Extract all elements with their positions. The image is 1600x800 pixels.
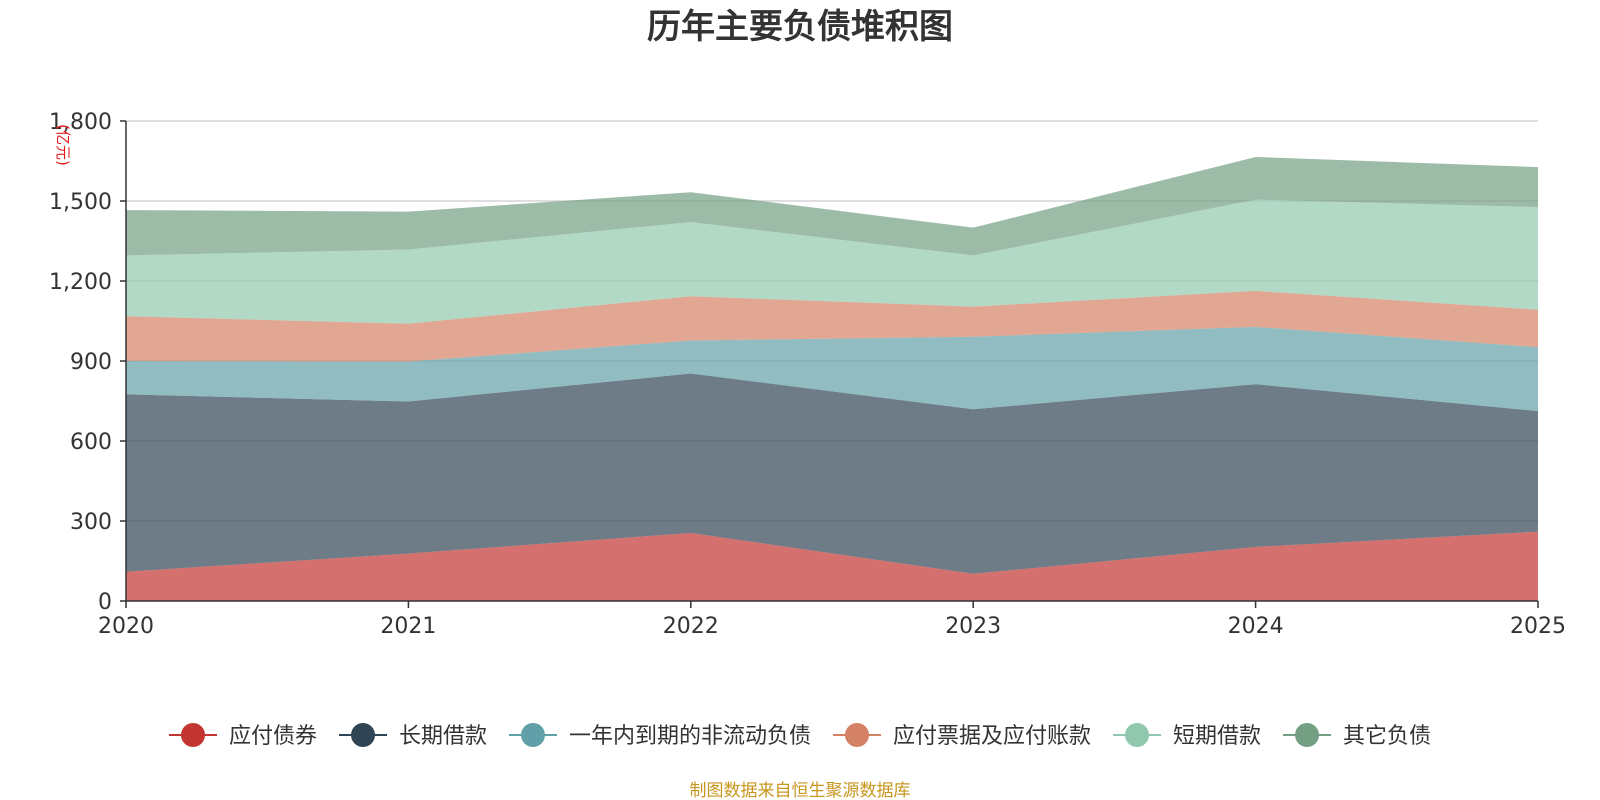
legend-item-1[interactable]: 应付债券: [169, 723, 317, 749]
area-series-2[interactable]: [126, 373, 1538, 574]
area-series-1[interactable]: [126, 531, 1538, 601]
x-tick-label: 2021: [380, 614, 436, 639]
chart-title: 历年主要负债堆积图: [647, 7, 953, 47]
legend-label: 一年内到期的非流动负债: [569, 724, 811, 749]
area-series-6[interactable]: [126, 157, 1538, 256]
area-series-4[interactable]: [126, 290, 1538, 362]
legend-item-3[interactable]: 一年内到期的非流动负债: [509, 723, 811, 749]
legend-label: 应付债券: [229, 724, 317, 749]
legend-label: 其它负债: [1343, 724, 1431, 749]
y-tick-label: 0: [98, 590, 112, 615]
area-series-3[interactable]: [126, 326, 1538, 412]
legend-dot-icon: [181, 723, 205, 747]
legend-dot-icon: [521, 723, 545, 747]
legend-item-4[interactable]: 应付票据及应付账款: [833, 723, 1091, 749]
x-tick-label: 2020: [98, 614, 154, 639]
x-tick-label: 2023: [945, 614, 1001, 639]
y-tick-label: 1,800: [49, 110, 112, 135]
x-tick-label: 2025: [1510, 614, 1566, 639]
legend-item-2[interactable]: 长期借款: [339, 723, 487, 749]
y-tick-label: 300: [70, 510, 112, 535]
x-tick-label: 2024: [1228, 614, 1284, 639]
data-source-note: 制图数据来自恒生聚源数据库: [690, 781, 911, 800]
y-axis-unit-label: (亿元): [54, 124, 72, 166]
legend-dot-icon: [845, 723, 869, 747]
legend-dot-icon: [1295, 723, 1319, 747]
legend[interactable]: 应付债券 长期借款 一年内到期的非流动负债 应付票据及应付账款 短期借款 其它负债: [169, 723, 1431, 749]
y-tick-label: 1,500: [49, 190, 112, 215]
legend-dot-icon: [351, 723, 375, 747]
legend-dot-icon: [1125, 723, 1149, 747]
y-tick-label: 600: [70, 430, 112, 455]
area-series: [126, 157, 1538, 601]
area-series-5[interactable]: [126, 199, 1538, 324]
y-tick-label: 900: [70, 350, 112, 375]
axes: 0 300 600 900 1,200 1,500 1,800 2020 2021 2022 202…: [49, 110, 1566, 639]
legend-item-6[interactable]: 其它负债: [1283, 723, 1431, 749]
legend-label: 短期借款: [1173, 724, 1261, 749]
y-tick-label: 1,200: [49, 270, 112, 295]
legend-label: 应付票据及应付账款: [893, 724, 1091, 749]
legend-item-5[interactable]: 短期借款: [1113, 723, 1261, 749]
legend-label: 长期借款: [399, 724, 487, 749]
x-tick-label: 2022: [663, 614, 719, 639]
